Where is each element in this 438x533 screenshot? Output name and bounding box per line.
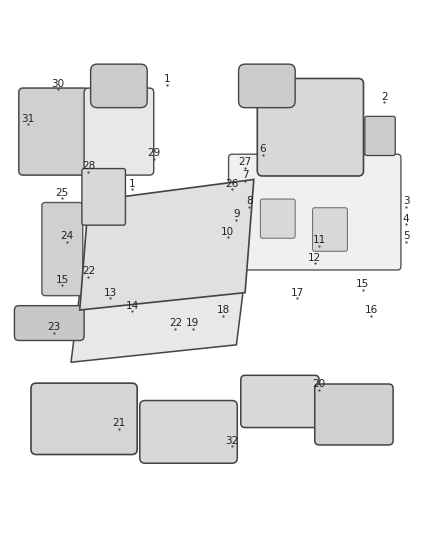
Text: 23: 23 <box>47 322 60 333</box>
Text: 10: 10 <box>221 227 234 237</box>
Text: 6: 6 <box>259 144 266 154</box>
Text: 17: 17 <box>291 288 304 297</box>
Text: 24: 24 <box>60 231 73 241</box>
Text: 7: 7 <box>242 170 248 180</box>
Text: 31: 31 <box>21 114 34 124</box>
Text: 28: 28 <box>82 161 95 172</box>
FancyBboxPatch shape <box>84 88 154 175</box>
Text: 26: 26 <box>226 179 239 189</box>
Text: 11: 11 <box>312 236 326 245</box>
Text: 2: 2 <box>381 92 388 102</box>
Text: 18: 18 <box>217 305 230 315</box>
Text: 1: 1 <box>129 179 135 189</box>
Text: 30: 30 <box>51 79 64 88</box>
Text: 22: 22 <box>82 266 95 276</box>
FancyBboxPatch shape <box>239 64 295 108</box>
Text: 8: 8 <box>246 196 253 206</box>
FancyBboxPatch shape <box>315 384 393 445</box>
Text: 21: 21 <box>112 418 126 428</box>
FancyBboxPatch shape <box>140 400 237 463</box>
Text: 1: 1 <box>163 75 170 84</box>
Text: 12: 12 <box>308 253 321 263</box>
Text: 20: 20 <box>313 379 326 389</box>
Text: 14: 14 <box>125 301 138 311</box>
Text: 19: 19 <box>186 318 200 328</box>
FancyBboxPatch shape <box>241 375 319 427</box>
Text: 32: 32 <box>226 435 239 446</box>
Text: 15: 15 <box>356 279 369 289</box>
FancyBboxPatch shape <box>313 208 347 251</box>
FancyBboxPatch shape <box>19 88 88 175</box>
FancyBboxPatch shape <box>91 64 147 108</box>
Text: 16: 16 <box>365 305 378 315</box>
FancyBboxPatch shape <box>14 305 84 341</box>
Text: 25: 25 <box>56 188 69 198</box>
FancyBboxPatch shape <box>257 78 364 176</box>
Polygon shape <box>71 275 245 362</box>
Text: 9: 9 <box>233 209 240 219</box>
FancyBboxPatch shape <box>31 383 137 455</box>
FancyBboxPatch shape <box>82 168 125 225</box>
FancyBboxPatch shape <box>229 154 401 270</box>
Polygon shape <box>80 180 254 310</box>
FancyBboxPatch shape <box>42 203 83 296</box>
Text: 29: 29 <box>147 148 160 158</box>
Text: 13: 13 <box>103 288 117 297</box>
FancyBboxPatch shape <box>365 116 395 156</box>
Text: 27: 27 <box>238 157 252 167</box>
Text: 3: 3 <box>403 196 410 206</box>
Text: 4: 4 <box>403 214 410 224</box>
Text: 5: 5 <box>403 231 410 241</box>
Text: 15: 15 <box>56 274 69 285</box>
Text: 22: 22 <box>169 318 182 328</box>
FancyBboxPatch shape <box>260 199 295 238</box>
